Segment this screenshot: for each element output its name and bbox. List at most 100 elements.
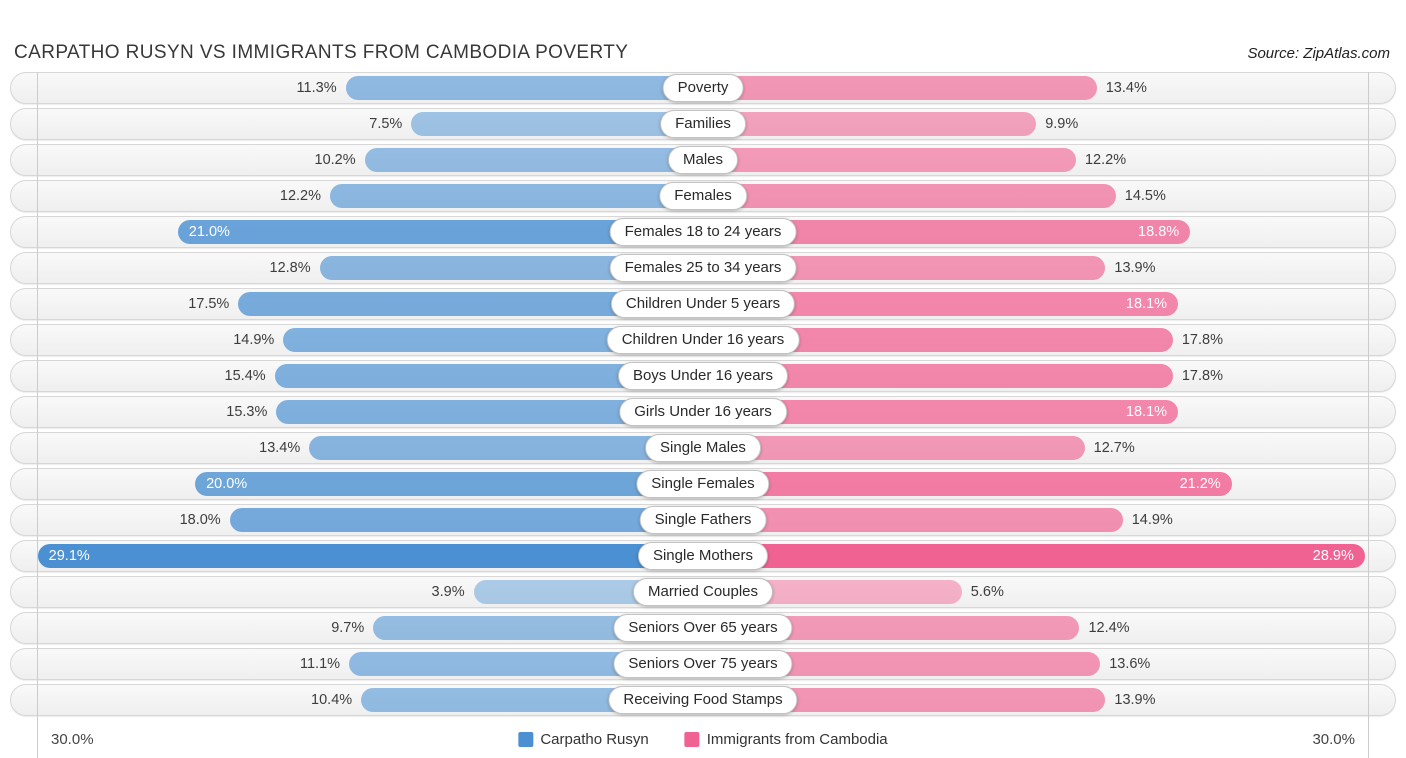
category-pill: Females bbox=[659, 182, 747, 210]
chart-row: 20.0% 21.2% Single Females bbox=[10, 468, 1396, 500]
chart-row: 15.4% 17.8% Boys Under 16 years bbox=[10, 360, 1396, 392]
value-label-immigrants-cambodia: 13.4% bbox=[1105, 80, 1147, 96]
value-label-carpatho-rusyn: 11.3% bbox=[296, 80, 337, 96]
value-label-carpatho-rusyn: 10.2% bbox=[314, 152, 356, 168]
bar-immigrants-cambodia bbox=[703, 148, 1076, 172]
value-label-immigrants-cambodia: 28.9% bbox=[1312, 548, 1354, 564]
chart-footer: 30.0% Carpatho Rusyn Immigrants from Cam… bbox=[10, 720, 1396, 758]
category-pill: Single Males bbox=[645, 434, 761, 462]
value-label-immigrants-cambodia: 17.8% bbox=[1181, 368, 1223, 384]
legend-swatch-carpatho-rusyn bbox=[518, 731, 534, 747]
category-pill: Single Mothers bbox=[637, 542, 769, 570]
chart-row: 29.1% 28.9% Single Mothers bbox=[10, 540, 1396, 572]
value-label-carpatho-rusyn: 9.7% bbox=[331, 620, 365, 636]
value-label-immigrants-cambodia: 12.4% bbox=[1088, 620, 1130, 636]
value-label-carpatho-rusyn: 29.1% bbox=[48, 548, 90, 564]
bar-immigrants-cambodia: 21.2% bbox=[703, 472, 1232, 496]
axis-label-right: 30.0% bbox=[1312, 730, 1355, 748]
value-label-carpatho-rusyn: 13.4% bbox=[259, 440, 301, 456]
bar-immigrants-cambodia: 28.9% bbox=[703, 544, 1365, 568]
bar-carpatho-rusyn bbox=[345, 76, 703, 100]
chart-row: 18.0% 14.9% Single Fathers bbox=[10, 504, 1396, 536]
legend: Carpatho Rusyn Immigrants from Cambodia bbox=[518, 730, 888, 748]
chart-row: 11.3% 13.4% Poverty bbox=[10, 72, 1396, 104]
value-label-carpatho-rusyn: 17.5% bbox=[188, 296, 230, 312]
legend-swatch-immigrants-cambodia bbox=[684, 731, 700, 747]
value-label-immigrants-cambodia: 5.6% bbox=[970, 584, 1004, 600]
category-pill: Married Couples bbox=[632, 578, 774, 606]
value-label-immigrants-cambodia: 14.5% bbox=[1124, 188, 1166, 204]
chart-row: 17.5% 18.1% Children Under 5 years bbox=[10, 288, 1396, 320]
value-label-immigrants-cambodia: 18.1% bbox=[1125, 296, 1168, 312]
category-pill: Receiving Food Stamps bbox=[608, 686, 798, 714]
value-label-carpatho-rusyn: 7.5% bbox=[369, 116, 403, 132]
category-pill: Girls Under 16 years bbox=[619, 398, 787, 426]
category-pill: Seniors Over 65 years bbox=[613, 614, 793, 642]
bar-carpatho-rusyn: 29.1% bbox=[37, 544, 703, 568]
category-pill: Males bbox=[667, 146, 739, 174]
category-pill: Single Fathers bbox=[639, 506, 767, 534]
value-label-immigrants-cambodia: 12.7% bbox=[1093, 440, 1135, 456]
bar-immigrants-cambodia bbox=[703, 76, 1097, 100]
bar-immigrants-cambodia bbox=[703, 508, 1123, 532]
chart-row: 12.2% 14.5% Females bbox=[10, 180, 1396, 212]
value-label-carpatho-rusyn: 14.9% bbox=[233, 332, 275, 348]
bar-carpatho-rusyn bbox=[229, 508, 703, 532]
value-label-carpatho-rusyn: 12.2% bbox=[279, 188, 322, 204]
chart-row: 10.2% 12.2% Males bbox=[10, 144, 1396, 176]
category-pill: Children Under 5 years bbox=[610, 290, 796, 318]
value-label-immigrants-cambodia: 13.6% bbox=[1109, 656, 1151, 672]
category-pill: Females 25 to 34 years bbox=[609, 254, 797, 282]
page-title: CARPATHO RUSYN VS IMMIGRANTS FROM CAMBOD… bbox=[14, 42, 629, 63]
value-label-carpatho-rusyn: 10.4% bbox=[311, 692, 353, 708]
category-pill: Children Under 16 years bbox=[606, 326, 800, 354]
bar-carpatho-rusyn bbox=[411, 112, 703, 136]
chart-row: 3.9% 5.6% Married Couples bbox=[10, 576, 1396, 608]
category-pill: Boys Under 16 years bbox=[617, 362, 789, 390]
value-label-immigrants-cambodia: 18.8% bbox=[1138, 224, 1180, 240]
gridline-left-30pct bbox=[37, 72, 38, 758]
value-label-carpatho-rusyn: 11.1% bbox=[300, 656, 341, 672]
chart-row: 11.1% 13.6% Seniors Over 75 years bbox=[10, 648, 1396, 680]
category-pill: Poverty bbox=[662, 74, 744, 102]
value-label-immigrants-cambodia: 18.1% bbox=[1125, 404, 1168, 420]
value-label-immigrants-cambodia: 13.9% bbox=[1114, 692, 1156, 708]
chart-rows: 11.3% 13.4% Poverty 7.5% 9.9% Families 10.2% 12… bbox=[10, 72, 1396, 716]
bar-carpatho-rusyn bbox=[364, 148, 703, 172]
bar-immigrants-cambodia bbox=[703, 436, 1085, 460]
legend-label-carpatho-rusyn: Carpatho Rusyn bbox=[540, 730, 649, 748]
value-label-carpatho-rusyn: 12.8% bbox=[269, 260, 311, 276]
gridline-right-30pct bbox=[1368, 72, 1369, 758]
category-pill: Seniors Over 75 years bbox=[613, 650, 793, 678]
legend-label-immigrants-cambodia: Immigrants from Cambodia bbox=[706, 730, 888, 748]
value-label-carpatho-rusyn: 21.0% bbox=[188, 224, 230, 240]
chart-row: 13.4% 12.7% Single Males bbox=[10, 432, 1396, 464]
value-label-immigrants-cambodia: 21.2% bbox=[1179, 476, 1221, 492]
value-label-carpatho-rusyn: 20.0% bbox=[206, 476, 248, 492]
chart-row: 15.3% 18.1% Girls Under 16 years bbox=[10, 396, 1396, 428]
category-pill: Families bbox=[660, 110, 746, 138]
chart-row: 7.5% 9.9% Families bbox=[10, 108, 1396, 140]
bar-immigrants-cambodia bbox=[703, 112, 1037, 136]
value-label-immigrants-cambodia: 12.2% bbox=[1084, 152, 1127, 168]
chart-area: 11.3% 13.4% Poverty 7.5% 9.9% Families 10.2% 12… bbox=[0, 64, 1406, 758]
category-pill: Females 18 to 24 years bbox=[609, 218, 797, 246]
chart-row: 14.9% 17.8% Children Under 16 years bbox=[10, 324, 1396, 356]
axis-label-left: 30.0% bbox=[51, 730, 94, 748]
value-label-immigrants-cambodia: 9.9% bbox=[1045, 116, 1079, 132]
chart-row: 10.4% 13.9% Receiving Food Stamps bbox=[10, 684, 1396, 716]
bar-carpatho-rusyn: 20.0% bbox=[195, 472, 703, 496]
value-label-carpatho-rusyn: 3.9% bbox=[431, 584, 465, 600]
chart-row: 9.7% 12.4% Seniors Over 65 years bbox=[10, 612, 1396, 644]
value-label-immigrants-cambodia: 13.9% bbox=[1114, 260, 1156, 276]
value-label-carpatho-rusyn: 15.3% bbox=[226, 404, 268, 420]
value-label-immigrants-cambodia: 14.9% bbox=[1131, 512, 1173, 528]
value-label-carpatho-rusyn: 15.4% bbox=[224, 368, 266, 384]
source-attribution: Source: ZipAtlas.com bbox=[1247, 45, 1390, 62]
bar-carpatho-rusyn bbox=[309, 436, 703, 460]
value-label-carpatho-rusyn: 18.0% bbox=[179, 512, 221, 528]
value-label-immigrants-cambodia: 17.8% bbox=[1181, 332, 1223, 348]
bar-carpatho-rusyn bbox=[330, 184, 703, 208]
chart-header: CARPATHO RUSYN VS IMMIGRANTS FROM CAMBOD… bbox=[0, 0, 1406, 64]
